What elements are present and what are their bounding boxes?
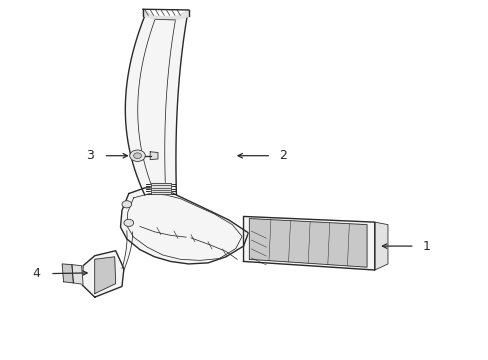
Polygon shape — [151, 183, 170, 194]
Polygon shape — [150, 152, 158, 159]
Polygon shape — [243, 216, 374, 270]
Polygon shape — [120, 188, 248, 264]
Polygon shape — [62, 264, 73, 283]
Circle shape — [122, 201, 131, 208]
Polygon shape — [95, 257, 116, 294]
Polygon shape — [72, 265, 83, 284]
Polygon shape — [142, 9, 188, 20]
Circle shape — [133, 153, 141, 158]
Polygon shape — [249, 219, 366, 267]
Text: 3: 3 — [86, 149, 94, 162]
Circle shape — [123, 219, 133, 226]
Text: 2: 2 — [279, 149, 287, 162]
Polygon shape — [81, 251, 123, 297]
Polygon shape — [374, 222, 387, 270]
Polygon shape — [125, 16, 187, 195]
Text: 4: 4 — [32, 267, 40, 280]
Circle shape — [129, 150, 145, 161]
Polygon shape — [122, 231, 132, 270]
Text: 1: 1 — [422, 240, 430, 253]
